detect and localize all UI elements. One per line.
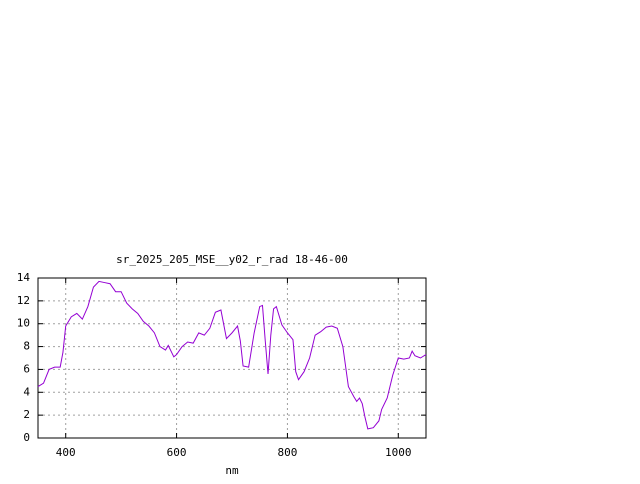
x-tick-label: 800 — [277, 446, 297, 459]
chart-title: sr_2025_205_MSE__y02_r_rad 18-46-00 — [116, 253, 348, 266]
y-tick-label: 4 — [23, 385, 30, 398]
y-tick-label: 0 — [23, 431, 30, 444]
y-tick-label: 14 — [17, 271, 31, 284]
y-tick-label: 8 — [23, 340, 30, 353]
data-line — [37, 280, 427, 430]
x-axis-label: nm — [225, 464, 239, 477]
plot-frame — [37, 277, 427, 439]
y-tick-label: 6 — [23, 362, 30, 375]
y-tick-label: 2 — [23, 408, 30, 421]
y-tick-label: 10 — [17, 317, 30, 330]
x-tick-label: 400 — [56, 446, 76, 459]
x-tick-label: 600 — [167, 446, 187, 459]
y-tick-label: 12 — [17, 294, 30, 307]
x-tick-label: 1000 — [385, 446, 412, 459]
